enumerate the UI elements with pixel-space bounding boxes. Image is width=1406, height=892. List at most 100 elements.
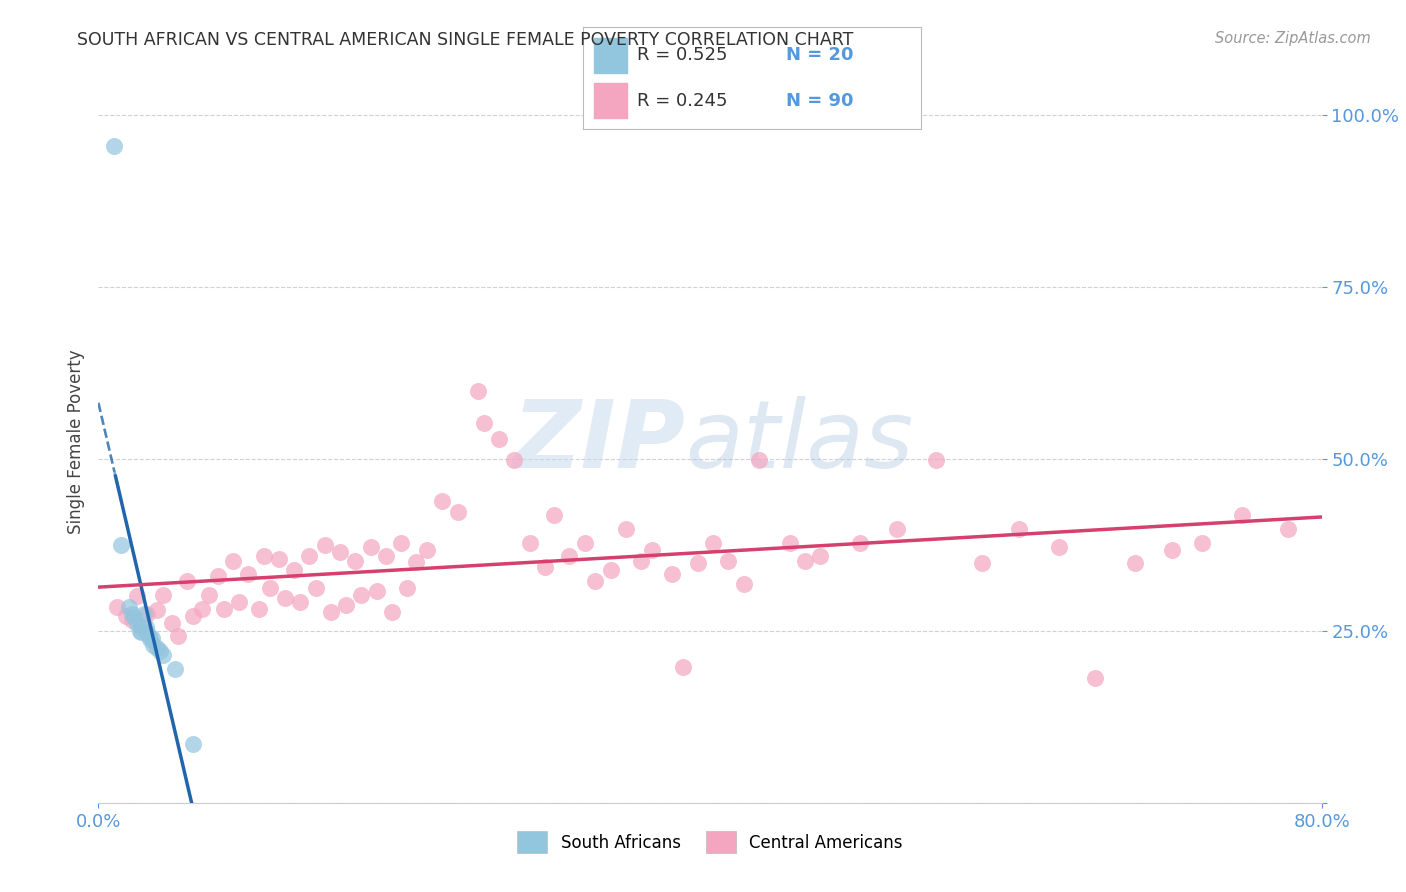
Point: [138, 629, 160, 643]
Point: [160, 615, 183, 630]
Point: [110, 538, 132, 552]
Point: [135, 620, 157, 634]
Point: [366, 583, 388, 598]
Point: [207, 568, 229, 582]
Point: [238, 567, 260, 582]
Point: [1047, 540, 1070, 554]
Point: [298, 549, 321, 564]
Point: [191, 601, 214, 615]
Bar: [593, 83, 627, 118]
Point: [197, 588, 219, 602]
Text: N = 20: N = 20: [786, 46, 853, 64]
Point: [335, 598, 357, 612]
Point: [267, 551, 290, 566]
Point: [252, 549, 274, 564]
Point: [717, 553, 740, 567]
Point: [432, 494, 454, 508]
Point: [686, 557, 709, 571]
Point: [1160, 542, 1182, 557]
Point: [122, 610, 145, 624]
Point: [808, 549, 831, 564]
Point: [139, 632, 162, 646]
Point: [222, 553, 245, 567]
Point: [488, 433, 510, 447]
Point: [121, 607, 143, 621]
Point: [630, 553, 652, 567]
Point: [503, 453, 526, 467]
Point: [779, 535, 801, 549]
Point: [360, 540, 382, 554]
Point: [103, 138, 125, 153]
Point: [259, 581, 281, 595]
Point: [1123, 557, 1146, 571]
Point: [472, 416, 495, 430]
Point: [925, 453, 948, 467]
Point: [314, 538, 336, 552]
Point: [661, 567, 683, 582]
Point: [447, 505, 470, 519]
Point: [344, 553, 367, 567]
Point: [121, 614, 143, 628]
Text: R = 0.525: R = 0.525: [637, 46, 728, 64]
Point: [274, 591, 297, 605]
Text: R = 0.245: R = 0.245: [637, 92, 728, 110]
Point: [793, 553, 815, 567]
Point: [641, 542, 664, 557]
Point: [145, 603, 167, 617]
Point: [849, 535, 872, 549]
Point: [181, 737, 204, 751]
Point: [247, 601, 270, 615]
Point: [152, 648, 174, 662]
Bar: [593, 38, 627, 73]
Point: [733, 577, 755, 591]
Point: [389, 535, 412, 549]
Point: [671, 659, 693, 673]
Point: [405, 555, 427, 569]
Text: Source: ZipAtlas.com: Source: ZipAtlas.com: [1215, 31, 1371, 46]
Point: [129, 620, 152, 634]
Point: [290, 595, 312, 609]
Point: [167, 629, 190, 643]
Point: [599, 563, 621, 577]
Point: [543, 508, 565, 523]
Point: [1008, 522, 1031, 536]
Point: [128, 624, 150, 638]
Text: N = 90: N = 90: [786, 92, 853, 110]
Point: [614, 522, 637, 536]
Point: [574, 535, 596, 549]
Point: [136, 607, 159, 621]
Point: [176, 574, 198, 589]
Point: [142, 638, 165, 652]
Text: ZIP: ZIP: [513, 395, 686, 488]
Point: [329, 544, 352, 558]
Point: [534, 560, 557, 574]
Point: [583, 574, 606, 589]
Point: [304, 581, 326, 595]
Point: [558, 549, 581, 564]
Y-axis label: Single Female Poverty: Single Female Poverty: [66, 350, 84, 533]
Point: [972, 557, 994, 571]
Point: [228, 595, 250, 609]
Point: [886, 522, 908, 536]
Point: [136, 625, 159, 640]
Point: [125, 616, 148, 631]
Point: [381, 605, 404, 619]
Point: [1230, 508, 1253, 523]
Point: [319, 605, 342, 619]
Point: [145, 640, 167, 655]
Text: SOUTH AFRICAN VS CENTRAL AMERICAN SINGLE FEMALE POVERTY CORRELATION CHART: SOUTH AFRICAN VS CENTRAL AMERICAN SINGLE…: [77, 31, 853, 49]
Point: [1084, 671, 1107, 685]
Point: [396, 581, 419, 595]
Point: [149, 644, 172, 658]
Point: [748, 453, 770, 467]
Point: [416, 542, 439, 557]
Point: [141, 631, 163, 645]
Point: [115, 608, 138, 623]
Point: [467, 384, 489, 399]
Point: [212, 601, 235, 615]
Point: [152, 588, 174, 602]
Point: [181, 608, 204, 623]
Point: [350, 588, 373, 602]
Point: [283, 563, 305, 577]
Point: [374, 549, 396, 564]
